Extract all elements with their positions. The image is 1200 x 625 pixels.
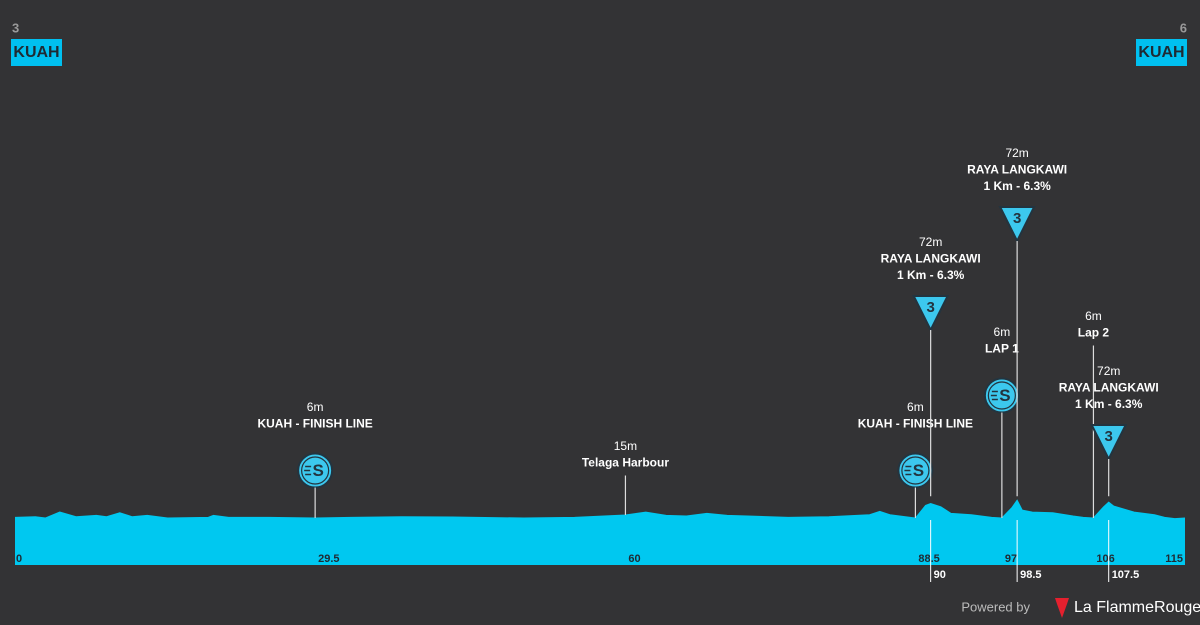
waypoint-name: RAYA LANGKAWI: [1059, 381, 1159, 395]
sprint-lines: [304, 465, 312, 476]
x-tick-label: 107.5: [1112, 569, 1140, 581]
sprint-s: S: [312, 461, 323, 480]
climb-icon: [912, 295, 950, 333]
finish-name: KUAH: [1138, 44, 1184, 61]
waypoint-detail: 1 Km - 6.3%: [983, 179, 1051, 193]
waypoint-name: RAYA LANGKAWI: [881, 252, 981, 266]
waypoint-elevation: 6m: [907, 400, 924, 414]
x-tick-label: 60: [628, 553, 640, 565]
x-tick-label: 97: [1005, 553, 1017, 565]
brand-logo: [1055, 598, 1069, 618]
climb-icon: [1090, 424, 1128, 462]
climb-icon: [998, 206, 1036, 244]
finish-number: 6: [1180, 20, 1187, 35]
powered-by: Powered by: [961, 599, 1030, 614]
start-number: 3: [12, 20, 19, 35]
waypoint-elevation: 15m: [614, 439, 637, 453]
climb-category: 3: [1105, 428, 1113, 445]
waypoint-elevation: 6m: [1085, 309, 1102, 323]
climb-category: 3: [1013, 210, 1021, 227]
x-tick-label: 29.5: [318, 553, 339, 565]
profile-area: [15, 500, 1185, 565]
brand: La FlammeRouge: [1074, 599, 1200, 616]
start-badge: [11, 39, 62, 66]
sprint-ring: [901, 456, 930, 485]
x-tick-label: 88.5: [918, 553, 939, 565]
waypoint-name: LAP 1: [985, 342, 1019, 356]
waypoint-detail: 1 Km - 6.3%: [1075, 397, 1143, 411]
x-tick-label: 0: [16, 553, 22, 565]
x-tick-label: 106: [1096, 553, 1114, 565]
waypoint-name: Telaga Harbour: [582, 456, 669, 470]
waypoint-detail: 1 Km - 6.3%: [897, 268, 965, 282]
waypoint-name: KUAH - FINISH LINE: [257, 417, 372, 431]
sprint-lines: [904, 465, 912, 476]
climb-category: 3: [926, 299, 934, 316]
start-name: KUAH: [13, 44, 59, 61]
waypoint-elevation: 72m: [1005, 146, 1028, 160]
waypoint-name: Lap 2: [1078, 326, 1110, 340]
profile-line: [14, 499, 1186, 520]
waypoint-name: RAYA LANGKAWI: [967, 163, 1067, 177]
x-tick-label: 90: [934, 569, 946, 581]
sprint-ring: [301, 456, 330, 485]
waypoint-elevation: 72m: [1097, 364, 1120, 378]
sprint-ring: [987, 381, 1016, 410]
finish-badge: [1136, 39, 1187, 66]
waypoint-name: KUAH - FINISH LINE: [858, 417, 973, 431]
sprint-s: S: [913, 461, 924, 480]
sprint-s: S: [999, 386, 1010, 405]
waypoint-elevation: 6m: [307, 400, 324, 414]
x-tick-label: 115: [1165, 553, 1183, 565]
waypoint-elevation: 6m: [994, 325, 1011, 339]
waypoint-elevation: 72m: [919, 235, 942, 249]
sprint-lines: [990, 390, 998, 401]
x-tick-label: 98.5: [1020, 569, 1041, 581]
